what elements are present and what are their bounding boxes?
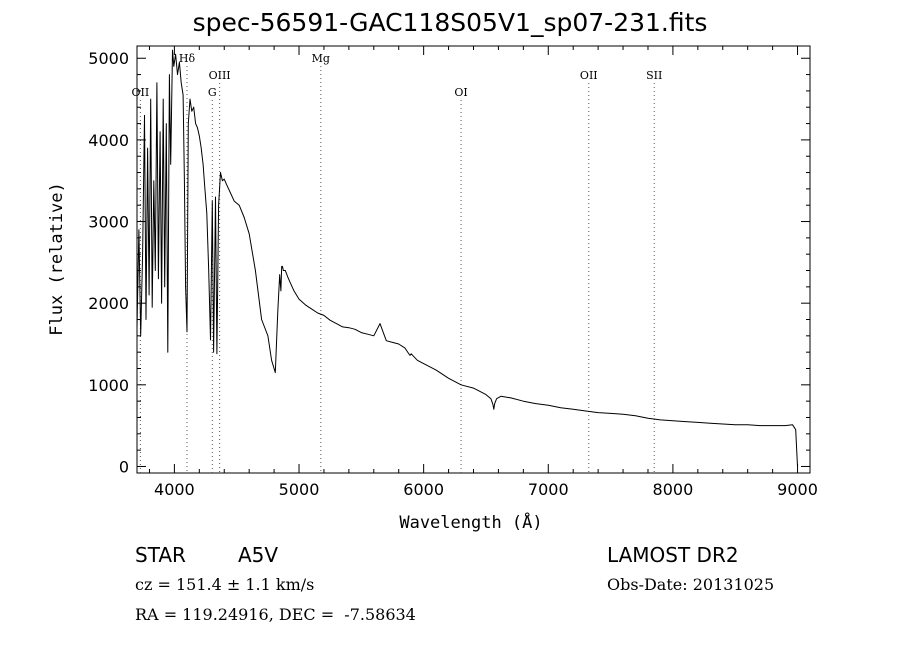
x-tick-label: 8000 [653,480,694,499]
spectral-line-label: OII [132,86,150,99]
spectral-line-label: OIII [209,69,231,82]
spectral-line-label: OII [580,69,598,82]
plot-frame [136,45,811,474]
y-tick-label: 2000 [88,294,129,313]
y-tick-label: 4000 [88,131,129,150]
y-axis-label: Flux (relative) [47,182,67,336]
spectral-line-label: Hδ [179,52,196,65]
obs-date: Obs-Date: 20131025 [607,575,775,594]
x-tick-label: 5000 [279,480,320,499]
x-tick-label: 9000 [777,480,818,499]
flux-series-line [136,49,798,467]
y-tick-label: 3000 [88,213,129,232]
y-tick-label: 1000 [88,376,129,395]
spectral-line-label: OI [454,86,467,99]
coordinates: RA = 119.24916, DEC = -7.58634 [135,605,416,624]
chart-title: spec-56591-GAC118S05V1_sp07-231.fits [192,8,708,37]
x-tick-label: 4000 [154,480,195,499]
y-tick-label: 0 [119,457,129,476]
survey-label: LAMOST DR2 [607,543,739,567]
x-tick-label: 6000 [403,480,444,499]
spectral-line-label: G [208,86,217,99]
y-tick-label: 5000 [88,49,129,68]
class-label: STAR [135,543,186,567]
spectral-line-label: SII [646,69,662,82]
x-axis-label: Wavelength (Å) [399,511,542,533]
subclass-label: A5V [238,543,279,567]
cz-value: cz = 151.4 ± 1.1 km/s [135,575,315,594]
x-tick-label: 7000 [528,480,569,499]
spectral-line-label: Mg [312,52,330,65]
